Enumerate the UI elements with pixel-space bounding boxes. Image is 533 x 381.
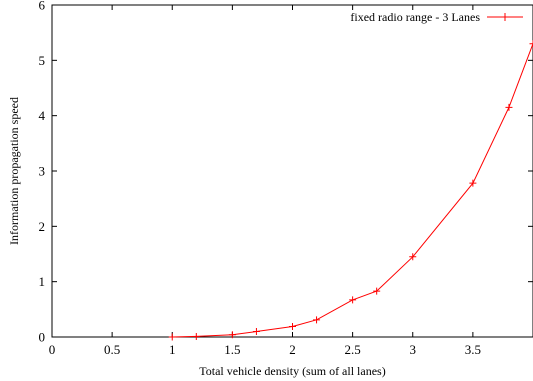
data-point [349, 296, 357, 304]
data-point [469, 179, 477, 187]
y-tick-label: 6 [39, 0, 46, 13]
y-axis-title: Information propagation speed [7, 97, 21, 245]
series-line [172, 43, 533, 338]
x-tick-label: 2.5 [345, 342, 361, 357]
legend: fixed radio range - 3 Lanes [350, 10, 523, 24]
x-tick-label: 2 [289, 342, 296, 357]
y-tick-label: 3 [39, 164, 46, 179]
data-point [168, 333, 176, 341]
y-tick-label: 0 [39, 330, 46, 345]
data-point [505, 103, 513, 111]
y-tick-label: 1 [39, 274, 46, 289]
series-markers [168, 40, 533, 341]
data-point [192, 332, 200, 340]
plot-frame [51, 4, 533, 338]
x-tick-label: 0.5 [104, 342, 120, 357]
legend-marker [501, 13, 509, 21]
x-axis-title: Total vehicle density (sum of all lanes) [199, 364, 385, 378]
y-axis: 0 1 2 3 4 5 6 [39, 0, 533, 345]
data-point [529, 40, 533, 48]
y-tick-label: 5 [39, 53, 46, 68]
data-point [252, 327, 260, 335]
x-axis: 0 0.5 1 1.5 2 2.5 3 3.5 [49, 5, 481, 357]
y-tick-label: 2 [39, 219, 46, 234]
x-tick-label: 1 [169, 342, 176, 357]
data-point [373, 287, 381, 295]
data-point [409, 253, 417, 261]
x-tick-label: 1.5 [224, 342, 240, 357]
x-tick-label: 3 [410, 342, 417, 357]
x-tick-label: 3.5 [465, 342, 481, 357]
data-point [313, 316, 321, 324]
legend-label: fixed radio range - 3 Lanes [350, 10, 480, 24]
data-point [289, 322, 296, 330]
x-tick-label: 0 [49, 342, 56, 357]
data-point [228, 331, 236, 339]
y-tick-label: 4 [39, 108, 46, 123]
